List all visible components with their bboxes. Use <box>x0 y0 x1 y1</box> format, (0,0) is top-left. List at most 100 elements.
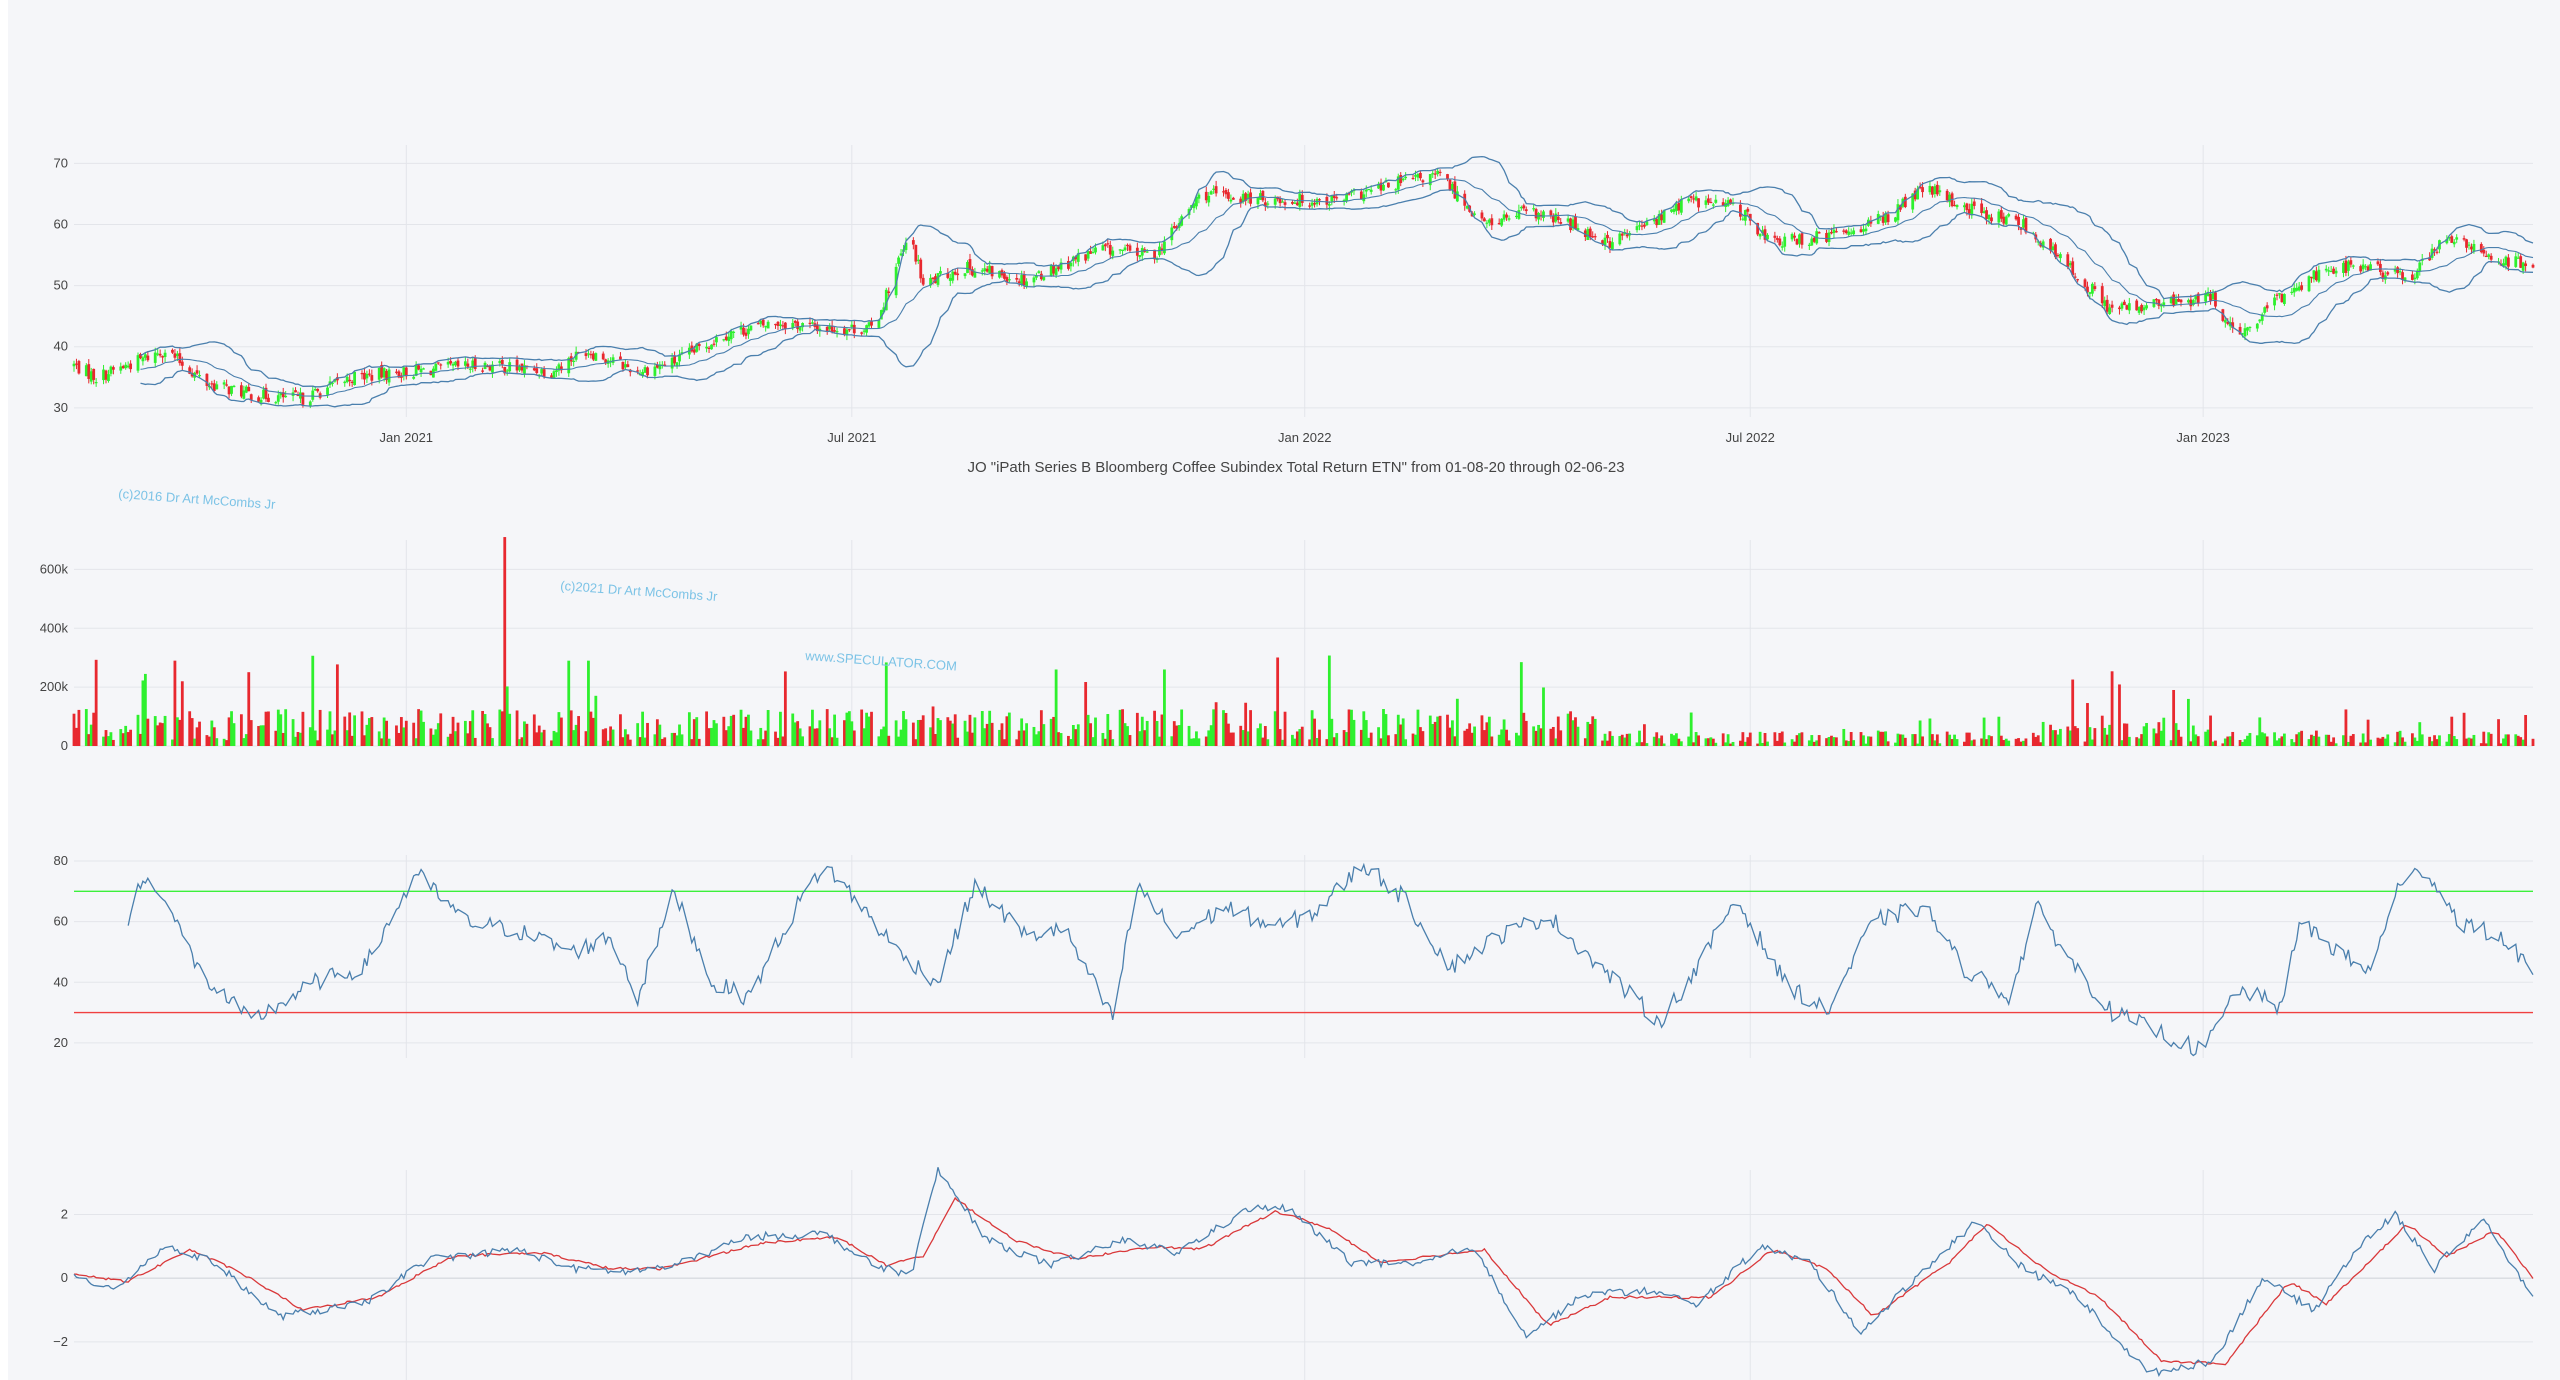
volume-bar <box>1350 709 1353 746</box>
candle <box>956 268 960 281</box>
volume-bar <box>2430 741 2434 746</box>
candle <box>729 328 733 344</box>
volume-bar <box>904 719 908 746</box>
volume-bar <box>2221 743 2225 746</box>
candle-body <box>1997 211 2001 223</box>
candle-body <box>904 242 908 251</box>
candle-body <box>2258 319 2262 322</box>
volume-bar <box>2036 735 2040 746</box>
candle-body <box>1618 233 1622 245</box>
candle <box>1428 173 1432 191</box>
candle-body <box>141 357 145 362</box>
volume-bar <box>1239 725 1243 746</box>
candle-body <box>2068 263 2072 266</box>
volume-bar <box>242 738 246 746</box>
candle <box>1224 188 1228 199</box>
volume-bar <box>2450 716 2454 746</box>
candle-body <box>1074 256 1078 260</box>
candle-body <box>2189 299 2193 307</box>
candle <box>404 365 408 380</box>
candle-body <box>1049 265 1053 276</box>
candle-body <box>1731 202 1735 205</box>
candle-body <box>749 325 753 331</box>
candle <box>1815 228 1819 245</box>
candle <box>1731 197 1735 206</box>
candle <box>72 360 76 372</box>
volume-bar <box>1933 740 1937 746</box>
candle <box>1222 186 1225 197</box>
candle <box>555 366 558 377</box>
candle-body <box>1679 199 1683 213</box>
volume-bar <box>587 660 590 746</box>
volume-bar <box>865 712 868 746</box>
volume-bar <box>2428 736 2432 746</box>
candle <box>126 361 130 369</box>
candle <box>107 369 110 383</box>
volume-bar <box>121 733 125 746</box>
candle-body <box>1089 251 1092 254</box>
candle <box>158 349 162 358</box>
volume-bar <box>72 713 76 746</box>
candle-body <box>1620 233 1624 236</box>
candle <box>1487 218 1491 227</box>
volume-bar <box>1330 718 1334 746</box>
volume-bar <box>1273 711 1277 746</box>
volume-bar <box>2292 742 2296 746</box>
candle-body <box>2312 270 2316 280</box>
volume-bar <box>759 727 763 746</box>
volume-bar <box>2204 731 2208 746</box>
candle-body <box>2378 263 2382 273</box>
candle <box>815 321 819 334</box>
candle <box>867 320 871 329</box>
candle-body <box>1591 236 1595 238</box>
candle-body <box>552 371 556 378</box>
volume-bar <box>463 720 467 746</box>
volume-bar <box>877 736 881 746</box>
volume-bar <box>2401 737 2404 746</box>
candle-body <box>486 365 489 368</box>
volume-bar <box>798 728 802 746</box>
volume-bar <box>1830 735 1833 746</box>
candle <box>1465 205 1469 210</box>
candle-body <box>1810 238 1814 246</box>
volume-bar <box>2054 730 2057 746</box>
volume-bar <box>257 726 261 746</box>
candle <box>601 351 605 361</box>
candle-body <box>370 375 374 381</box>
candle <box>503 366 507 376</box>
candle <box>2278 292 2281 299</box>
candle-body <box>198 375 201 377</box>
candle-body <box>2120 303 2124 309</box>
candle-body <box>655 364 659 368</box>
candle-body <box>239 385 243 397</box>
candle <box>2290 287 2294 295</box>
volume-bar <box>646 722 649 746</box>
candle-body <box>1332 194 1336 199</box>
volume-bar <box>1852 740 1856 746</box>
candle-body <box>2487 254 2491 257</box>
volume-bar <box>626 734 630 746</box>
axis-labels: Jan 2021 Jul 2021 Jan 2022 Jul 2022 Jan 2023… <box>40 155 2230 1348</box>
candle-body <box>1222 191 1225 193</box>
candle <box>1195 195 1198 210</box>
volume-bar <box>326 729 329 746</box>
volume-bar <box>188 711 192 746</box>
candle <box>2243 323 2247 341</box>
volume-bar <box>793 722 797 746</box>
candle <box>1483 217 1486 222</box>
volume-bar <box>247 672 251 746</box>
candle-body <box>109 366 113 374</box>
volume-bar <box>2297 732 2301 746</box>
volume-bar <box>1143 730 1147 746</box>
volume-bar <box>835 737 839 746</box>
candle <box>2108 303 2112 315</box>
volume-bar <box>387 738 391 746</box>
candle-body <box>1931 186 1934 195</box>
candle <box>2324 265 2328 273</box>
volume-bar <box>1967 732 1971 746</box>
candle-body <box>1640 225 1644 227</box>
candle <box>980 268 984 276</box>
candle-body <box>136 355 140 371</box>
volume-bar <box>2039 742 2043 746</box>
candle-body <box>1830 231 1833 234</box>
